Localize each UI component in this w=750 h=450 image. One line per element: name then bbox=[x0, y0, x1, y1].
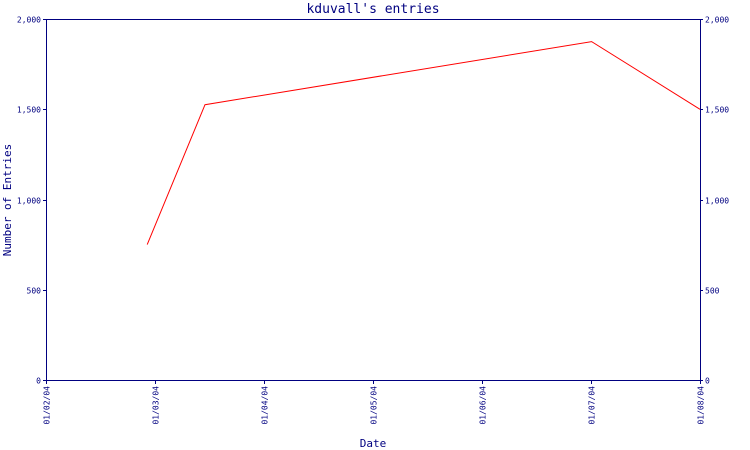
y-tick-label-right: 1,500 bbox=[705, 106, 729, 115]
y-tick-label-left: 1,000 bbox=[17, 197, 41, 206]
chart-title: kduvall's entries bbox=[306, 2, 439, 17]
y-axis-left: 0 500 1,000 1,500 2,000 bbox=[17, 16, 46, 386]
y-axis-label: Number of Entries bbox=[1, 144, 14, 257]
y-tick-label-left: 500 bbox=[27, 287, 42, 296]
x-tick-label: 01/03/04 bbox=[152, 386, 161, 425]
y-tick-label-left: 1,500 bbox=[17, 106, 41, 115]
x-axis-label: Date bbox=[360, 437, 387, 450]
y-tick-label-right: 0 bbox=[705, 377, 710, 386]
y-tick-label-right: 500 bbox=[705, 287, 720, 296]
x-tick-label: 01/04/04 bbox=[261, 386, 270, 425]
y-tick-label-right: 1,000 bbox=[705, 197, 729, 206]
x-tick-label: 01/06/04 bbox=[479, 386, 488, 425]
y-tick-label-right: 2,000 bbox=[705, 16, 729, 25]
x-tick-label: 01/08/04 bbox=[697, 386, 706, 425]
x-tick-label: 01/05/04 bbox=[370, 386, 379, 425]
series-line bbox=[146, 41, 701, 245]
x-tick-label: 01/07/04 bbox=[588, 386, 597, 425]
x-axis: 01/02/04 01/03/04 01/04/04 01/05/04 01/06/04… bbox=[43, 380, 706, 425]
y-tick-label-left: 0 bbox=[36, 377, 41, 386]
y-axis-right: 0 500 1,000 1,500 2,000 bbox=[700, 16, 729, 386]
plot-frame bbox=[46, 19, 701, 381]
x-tick-label: 01/02/04 bbox=[43, 386, 52, 425]
y-tick-label-left: 2,000 bbox=[17, 16, 41, 25]
series-layer bbox=[146, 41, 701, 245]
